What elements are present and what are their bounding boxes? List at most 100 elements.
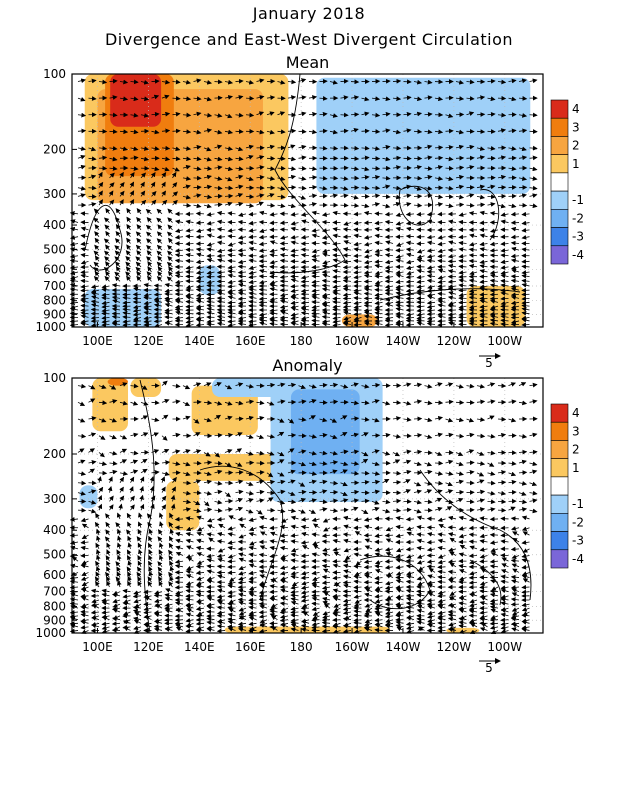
wind-vector bbox=[490, 608, 499, 614]
wind-vector bbox=[133, 304, 142, 310]
wind-vector bbox=[277, 186, 286, 191]
wind-vector bbox=[235, 184, 244, 190]
wind-vector bbox=[437, 616, 446, 622]
wind-vector bbox=[363, 517, 373, 522]
colorbar-label: -4 bbox=[572, 248, 584, 262]
wind-vector bbox=[258, 291, 268, 297]
wind-vector bbox=[332, 575, 341, 581]
wind-vector bbox=[416, 268, 425, 274]
x-tick-label: 160E bbox=[235, 640, 266, 654]
wind-vector bbox=[238, 212, 247, 217]
wind-vector bbox=[259, 604, 268, 610]
wind-vector bbox=[195, 627, 205, 633]
wind-vector bbox=[333, 603, 341, 608]
wind-vector bbox=[140, 181, 145, 188]
wind-vector bbox=[321, 283, 331, 289]
wind-vector bbox=[518, 155, 528, 161]
wind-vector bbox=[311, 583, 320, 589]
wind-vector bbox=[405, 546, 415, 552]
wind-vector bbox=[521, 300, 530, 306]
wind-vector bbox=[147, 275, 152, 282]
wind-vector bbox=[364, 621, 373, 627]
wind-vector bbox=[479, 253, 488, 258]
wind-vector bbox=[130, 79, 139, 85]
wind-vector bbox=[248, 274, 257, 280]
wind-vector bbox=[479, 247, 488, 252]
wind-vector bbox=[174, 584, 184, 590]
wind-vector bbox=[227, 269, 236, 274]
wind-vector bbox=[447, 532, 457, 537]
wind-vector bbox=[529, 203, 538, 209]
wind-vector bbox=[363, 303, 373, 309]
wind-vector bbox=[298, 176, 307, 181]
wind-vector bbox=[185, 284, 194, 290]
wind-vector bbox=[476, 129, 486, 134]
wind-vector bbox=[269, 596, 278, 602]
wind-vector bbox=[437, 538, 446, 544]
wind-vector bbox=[290, 288, 299, 294]
wind-vector bbox=[332, 596, 341, 602]
wind-vector bbox=[90, 610, 100, 615]
wind-vector bbox=[301, 570, 310, 576]
wind-vector bbox=[196, 292, 205, 298]
wind-vector bbox=[112, 590, 121, 596]
wind-vector bbox=[122, 307, 131, 312]
wind-vector bbox=[248, 621, 257, 627]
wind-vector bbox=[216, 291, 226, 296]
wind-vector bbox=[290, 226, 299, 232]
wind-vector bbox=[298, 155, 307, 161]
wind-vector bbox=[224, 166, 234, 172]
wind-vector bbox=[153, 303, 163, 308]
wind-vector bbox=[353, 269, 362, 275]
wind-vector bbox=[434, 432, 443, 438]
wind-vector bbox=[424, 461, 433, 467]
wind-vector bbox=[137, 566, 142, 573]
wind-vector bbox=[172, 432, 181, 438]
wind-vector bbox=[101, 621, 110, 627]
wind-vector bbox=[136, 224, 142, 231]
wind-vector bbox=[108, 476, 113, 483]
wind-vector bbox=[384, 533, 394, 538]
wind-vector bbox=[374, 598, 383, 604]
wind-vector bbox=[238, 592, 247, 598]
wind-vector bbox=[125, 271, 131, 277]
wind-vector bbox=[237, 315, 247, 321]
wind-vector bbox=[384, 322, 394, 328]
wind-vector bbox=[385, 302, 394, 308]
wind-vector bbox=[479, 263, 488, 269]
wind-vector bbox=[114, 238, 121, 244]
wind-vector bbox=[193, 156, 202, 162]
wind-vector bbox=[371, 96, 381, 102]
wind-vector bbox=[392, 155, 402, 161]
wind-vector bbox=[80, 605, 89, 610]
wind-vector bbox=[353, 274, 362, 280]
wind-vector bbox=[468, 553, 478, 559]
wind-vector bbox=[269, 594, 278, 600]
wind-vector bbox=[363, 310, 373, 316]
wind-vector bbox=[123, 626, 131, 632]
wind-vector bbox=[245, 194, 255, 200]
colorbar-box bbox=[550, 172, 569, 192]
wind-vector bbox=[510, 211, 520, 217]
wind-vector bbox=[403, 400, 412, 406]
chart-subtitle: Divergence and East-West Divergent Circu… bbox=[104, 30, 514, 49]
wind-vector bbox=[139, 476, 145, 483]
wind-vector bbox=[371, 146, 381, 151]
wind-vector bbox=[88, 432, 97, 438]
wind-vector bbox=[521, 296, 530, 302]
wind-vector bbox=[458, 219, 467, 225]
wind-vector bbox=[405, 247, 415, 253]
wind-vector bbox=[172, 146, 181, 152]
wind-vector bbox=[148, 549, 153, 556]
wind-vector bbox=[487, 96, 496, 102]
wind-vector bbox=[104, 217, 110, 223]
wind-vector bbox=[290, 283, 299, 289]
wind-vector bbox=[237, 273, 247, 279]
wind-vector bbox=[248, 563, 257, 569]
wind-vector bbox=[455, 79, 465, 85]
wind-vector bbox=[311, 258, 320, 263]
wind-vector bbox=[497, 155, 507, 161]
wind-vector bbox=[458, 515, 467, 521]
wind-vector bbox=[148, 554, 153, 562]
wind-vector bbox=[521, 211, 530, 217]
